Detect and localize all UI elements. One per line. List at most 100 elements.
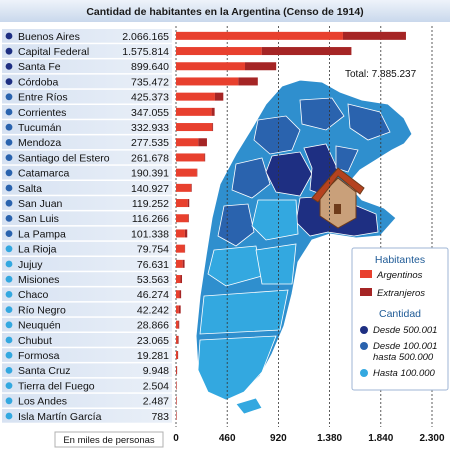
size-class-dot: [5, 321, 13, 329]
row-background: [2, 393, 172, 408]
province-row: Mendoza 277.535: [2, 135, 207, 149]
row-background: [2, 257, 172, 271]
size-class-dot: [5, 139, 13, 146]
bar-extranjeros: [178, 320, 180, 329]
bar-argentinos: [176, 305, 179, 314]
legend-label-argentinos: Argentinos: [376, 270, 423, 281]
province-total: 1.575.814: [122, 46, 169, 58]
bar-extranjeros: [177, 335, 179, 344]
bar-extranjeros: [204, 153, 206, 162]
province-total: 2.066.165: [122, 31, 169, 43]
legend: Habitantes Argentinos Extranjeros Cantid…: [351, 247, 449, 391]
size-class-dot: [5, 397, 13, 405]
size-class-dot: [5, 184, 13, 192]
legend-habitantes-title: Habitantes: [375, 254, 425, 266]
province-row: Santiago del Estero 261.678: [2, 150, 206, 164]
province-row: Corrientes 347.055: [2, 105, 215, 119]
row-background: [2, 165, 172, 180]
bar-extranjeros: [214, 92, 224, 101]
province-name: Jujuy: [18, 259, 43, 271]
bar-argentinos: [176, 244, 185, 253]
province-name: Tierra del Fuego: [18, 380, 95, 392]
province-row: Entre Ríos 425.373: [2, 89, 224, 104]
province-row: Tierra del Fuego 2.504: [2, 378, 177, 392]
size-class-dot: [5, 367, 13, 374]
size-class-dot: [5, 123, 13, 131]
row-background: [2, 59, 172, 74]
size-class-dot: [5, 93, 13, 101]
row-background: [2, 29, 172, 43]
bar-extranjeros: [184, 229, 188, 238]
size-class-dot: [5, 63, 13, 70]
bar-argentinos: [176, 77, 239, 86]
bar-argentinos: [176, 366, 177, 375]
row-background: [2, 317, 172, 332]
province-total: 19.281: [137, 350, 169, 362]
bar-argentinos: [176, 229, 185, 238]
bar-extranjeros: [177, 351, 179, 360]
province-name: Neuquén: [18, 320, 61, 332]
row-background: [2, 241, 172, 256]
row-background: [2, 302, 172, 317]
province-name: Mendoza: [18, 137, 61, 149]
bar-argentinos: [176, 351, 178, 360]
row-background: [2, 363, 172, 378]
size-class-dot: [5, 154, 13, 162]
province-row: Neuquén 28.866: [2, 317, 180, 332]
vertical-gridlines: [175, 26, 433, 427]
bar-argentinos: [176, 168, 197, 177]
row-background: [2, 74, 172, 89]
bar-argentinos: [176, 107, 212, 116]
row-background: [2, 333, 172, 347]
bar-argentinos: [176, 214, 189, 223]
legend-cantidad-title: Cantidad: [379, 308, 421, 320]
province-name: San Juan: [18, 198, 63, 210]
province-total: 332.933: [131, 122, 169, 134]
province-name: Tucumán: [18, 122, 62, 134]
province-total: 140.927: [131, 183, 169, 195]
province-total: 119.252: [132, 198, 169, 210]
size-class-dot: [5, 382, 13, 389]
bar-extranjeros: [212, 123, 214, 132]
province-total: 42.242: [137, 304, 169, 316]
province-row: Santa Fe 899.640: [2, 59, 277, 74]
bar-argentinos: [176, 92, 215, 101]
row-background: [2, 287, 172, 302]
legend-swatch-argentinos: [360, 270, 372, 278]
bar-argentinos: [176, 153, 205, 162]
bar-argentinos: [176, 290, 180, 299]
size-class-dot: [5, 108, 13, 116]
province-row: La Pampa 101.338: [2, 226, 188, 241]
x-tick-label: 1.840: [368, 433, 393, 444]
row-background: [2, 181, 172, 195]
province-total: 53.563: [137, 274, 169, 286]
x-tick-label: 460: [219, 433, 236, 444]
bar-extranjeros: [211, 107, 215, 116]
bar-extranjeros: [179, 290, 182, 299]
row-background: [2, 44, 172, 58]
bar-argentinos: [176, 62, 246, 71]
bar-argentinos: [176, 199, 188, 208]
legend-swatch-extranjeros: [360, 288, 372, 296]
size-class-dot: [5, 199, 13, 207]
province-total: 735.472: [131, 76, 169, 88]
province-name: Los Andes: [18, 396, 67, 408]
row-background: [2, 196, 172, 210]
argentina-map: [195, 79, 413, 415]
province-row: Buenos Aires 2.066.165: [2, 29, 406, 43]
bar-extranjeros: [176, 366, 178, 375]
province-name: La Rioja: [18, 244, 57, 256]
size-class-dot: [5, 291, 13, 298]
province-name: Misiones: [18, 274, 59, 286]
province-name: Chubut: [18, 335, 52, 347]
bar-extranjeros: [178, 305, 181, 314]
legend-label-medium: Desde 100.001 hasta 500.000: [373, 341, 440, 363]
province-row: Chaco 46.274: [2, 287, 182, 302]
row-background: [2, 226, 172, 241]
bar-extranjeros: [238, 77, 258, 86]
size-class-dot: [5, 336, 13, 344]
row-background: [2, 348, 172, 362]
bar-argentinos: [176, 259, 183, 268]
province-name: Formosa: [18, 350, 60, 362]
